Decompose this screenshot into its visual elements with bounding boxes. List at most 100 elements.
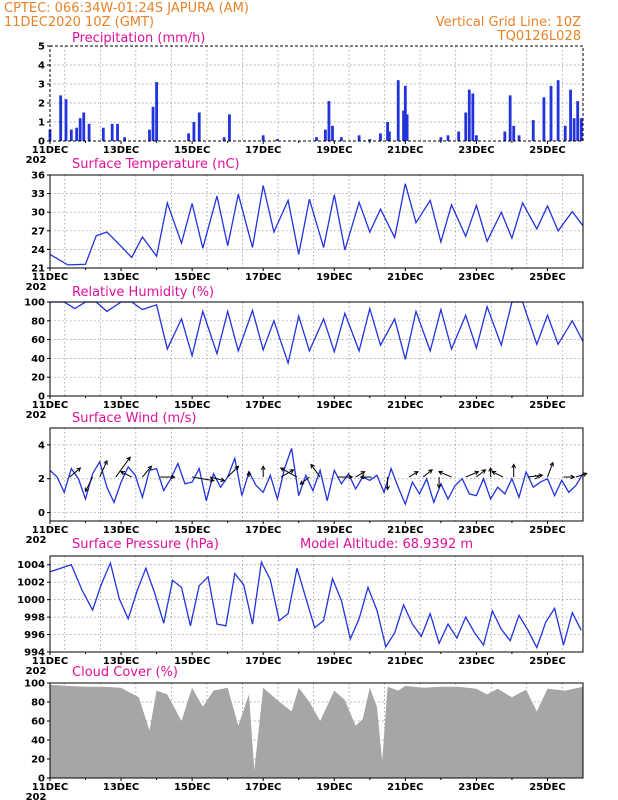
model-altitude-label: Model Altitude: 68.9392 m	[300, 537, 473, 552]
cloud-title: Cloud Cover (%)	[72, 665, 178, 680]
precip-bar	[315, 137, 318, 141]
y-tick-label: 2	[38, 474, 45, 485]
y-tick-label: 20	[31, 373, 45, 384]
x-tick-label: 17DEC	[245, 400, 281, 411]
precip-bar	[387, 131, 391, 141]
grid-line-note: Vertical Grid Line: 10Z	[436, 15, 581, 30]
precip-bar	[276, 139, 279, 141]
wind-vector	[546, 462, 554, 478]
wind-vector-head	[209, 477, 215, 483]
x-tick-label: 11DEC	[32, 400, 68, 411]
wind-vector-head	[126, 456, 131, 462]
x-tick-label: 15DEC	[174, 272, 210, 283]
precip-bar	[323, 129, 327, 141]
pres-series-line	[49, 559, 582, 650]
x-tick-label: 23DEC	[458, 400, 494, 411]
wind-vector-head	[84, 487, 90, 493]
y-tick-label: 994	[24, 648, 45, 659]
wind-vector	[310, 464, 321, 478]
y-tick-label: 4	[38, 61, 45, 72]
x-tick-label: 15DEC	[174, 656, 210, 667]
x-tick-label: 15DEC	[174, 782, 210, 793]
x-tick-label: 11DEC	[32, 145, 68, 156]
precip-bar	[542, 97, 546, 141]
panel-frame	[49, 174, 584, 269]
wind-vector	[280, 467, 298, 478]
wind-vector-head	[549, 461, 554, 467]
precip-bar	[339, 137, 343, 141]
wind-vector-head	[119, 470, 125, 476]
y-tick-label: 21	[31, 264, 45, 275]
wind-vector-head	[491, 470, 497, 476]
wind-vector	[209, 476, 225, 482]
x-tick-label: 23DEC	[458, 656, 494, 667]
x-tick-label: 13DEC	[103, 656, 139, 667]
year-label: 202	[26, 282, 47, 293]
wind-vector-head	[582, 472, 588, 477]
precip-bar	[386, 122, 389, 141]
precip-bar	[517, 135, 521, 141]
wind-vector	[280, 469, 294, 478]
x-tick-label: 15DEC	[174, 525, 210, 536]
wind-vector	[575, 472, 587, 478]
x-tick-label: 25DEC	[529, 782, 565, 793]
precip-bar	[531, 120, 535, 141]
wind-vector-head	[147, 465, 153, 471]
x-tick-label: 17DEC	[245, 272, 281, 283]
y-tick-label: 4	[38, 440, 45, 451]
x-tick-label: 25DEC	[529, 656, 565, 667]
wind-vector-head	[360, 471, 366, 476]
precip-bar	[197, 112, 201, 141]
wind-vector-head	[220, 477, 226, 483]
x-tick-label: 21DEC	[387, 782, 423, 793]
precip-bar	[228, 114, 231, 141]
year-label: 202	[26, 535, 47, 546]
wind-vector-head	[310, 463, 315, 469]
precip-bar	[148, 129, 151, 141]
x-tick-label: 21DEC	[387, 656, 423, 667]
y-tick-label: 2	[38, 99, 45, 110]
x-tick-label: 25DEC	[529, 400, 565, 411]
pressure-panel: 994 996 998 1000 1002 1004 11DEC 13DEC 15DEC 17DE…	[17, 537, 584, 677]
x-tick-label: 23DEC	[458, 525, 494, 536]
wind-vector-head	[348, 474, 354, 480]
y-tick-label: 24	[31, 245, 45, 256]
x-tick-label: 23DEC	[458, 782, 494, 793]
y-tick-label: 3	[38, 80, 45, 91]
x-tick-label: 11DEC	[32, 272, 68, 283]
precip-bar	[464, 112, 468, 141]
wind-series-line	[49, 448, 584, 506]
panel-frame	[49, 427, 584, 522]
x-tick-label: 25DEC	[529, 272, 565, 283]
precip-bar	[87, 123, 91, 141]
wind-vector	[99, 460, 108, 478]
precip-bar	[475, 135, 478, 141]
panel-frame	[49, 682, 584, 779]
wind-vector-head	[234, 465, 240, 471]
x-tick-label: 21DEC	[387, 145, 423, 156]
run-code: TQ0126L028	[497, 29, 581, 44]
wind-vector-head	[103, 459, 108, 465]
x-tick-label: 17DEC	[245, 145, 281, 156]
precip-bar	[110, 123, 114, 141]
year-label: 202	[26, 410, 47, 421]
wind-vector-head	[76, 467, 82, 472]
precip-bar	[576, 101, 580, 141]
wind-vector	[300, 476, 310, 485]
wind-title: Surface Wind (m/s)	[72, 411, 196, 426]
wind-vector	[120, 471, 132, 478]
wind-vector-head	[359, 474, 365, 480]
x-tick-label: 21DEC	[387, 272, 423, 283]
precip-bar	[368, 139, 372, 141]
y-tick-label: 1002	[17, 578, 45, 589]
y-tick-label: 100	[24, 298, 45, 309]
precip-bar	[82, 112, 86, 141]
x-tick-label: 11DEC	[32, 656, 68, 667]
precip-bar	[222, 137, 226, 141]
y-tick-label: 1	[38, 118, 45, 129]
x-tick-label: 17DEC	[245, 525, 281, 536]
precip-bar	[101, 127, 105, 141]
wind-vector-head	[279, 467, 285, 472]
precip-bar	[439, 137, 443, 141]
